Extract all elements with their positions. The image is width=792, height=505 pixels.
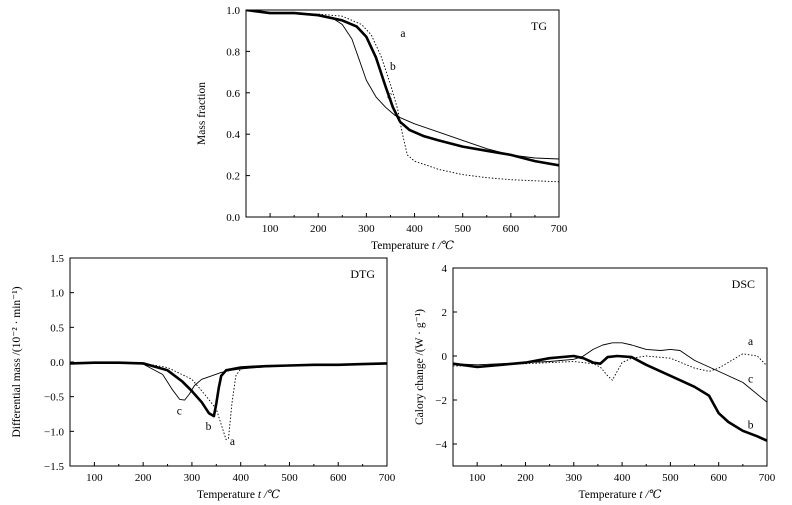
- tg-x-tick-label: 500: [454, 223, 471, 235]
- dtg-series-a-line: [70, 362, 387, 441]
- dtg-series-c-line: [70, 362, 387, 401]
- dsc-x-tick-label: 100: [469, 472, 486, 484]
- dtg-y-axis-title: Differential mass /(10⁻² · min⁻¹): [11, 286, 23, 437]
- dsc-x-tick-label: 300: [566, 472, 583, 484]
- dtg-y-tick-label: −1.0: [44, 426, 64, 438]
- dtg-x-tick-label: 300: [184, 472, 201, 484]
- dtg-curve-label-a: a: [230, 436, 235, 448]
- tg-x-tick-label: 300: [358, 223, 375, 235]
- dsc-series-b-line: [453, 354, 767, 442]
- dsc-y-tick-label: −4: [435, 439, 447, 451]
- tg-panel-label: TG: [531, 19, 547, 33]
- tg-y-tick-label: 0.0: [226, 212, 240, 224]
- dsc-x-tick-label: 200: [517, 472, 534, 484]
- dsc-x-tick-label: 400: [614, 472, 631, 484]
- dsc-x-axis-title: Temperature t /℃: [579, 489, 662, 501]
- dsc-curve-label-b: b: [748, 420, 754, 432]
- tg-y-tick-label: 1.0: [226, 5, 240, 17]
- dtg-curve-label-b: b: [206, 421, 212, 433]
- dsc-panel: 100 200 300 400 500 600 700 −4 −2 0 2 4 Temperature …: [414, 263, 776, 501]
- tg-x-tick-label: 700: [551, 223, 568, 235]
- dtg-panel-label: DTG: [350, 267, 375, 281]
- tg-x-axis-title: Temperature t /℃: [371, 240, 454, 252]
- dtg-y-tick-label: −0.5: [44, 392, 64, 404]
- tg-y-tick-label: 0.6: [226, 88, 240, 100]
- dsc-plot-frame: [452, 267, 768, 467]
- dsc-series-a-line: [453, 353, 767, 381]
- dsc-series-c-line: [453, 342, 767, 403]
- dsc-y-tick-label: 2: [442, 307, 448, 319]
- dtg-y-tick-label: 0.0: [50, 357, 64, 369]
- dtg-y-tick-label: −1.5: [44, 461, 64, 473]
- dtg-curve-label-c: c: [177, 406, 182, 418]
- tg-x-tick-label: 600: [503, 223, 520, 235]
- dtg-panel: 100 200 300 400 500 600 700 −1.5 −1.0 −0.5 0.0 0.5 1…: [11, 253, 396, 501]
- dsc-y-axis-title: Calory change /(W · g⁻¹): [414, 309, 426, 425]
- tg-y-tick-label: 0.8: [226, 46, 240, 58]
- dtg-x-tick-label: 500: [281, 472, 298, 484]
- dsc-y-tick-label: 4: [442, 263, 448, 275]
- dtg-y-tick-label: 1.0: [50, 288, 64, 300]
- tg-y-tick-label: 0.2: [226, 171, 240, 183]
- dsc-curve-label-c: c: [748, 373, 753, 385]
- dtg-x-axis-symbol: t /℃: [258, 489, 280, 501]
- tg-y-tick-label: 0.4: [226, 129, 240, 141]
- tg-curve-label-b: b: [390, 61, 396, 73]
- tg-plot-frame: [245, 9, 560, 218]
- dsc-y-tick-label: 0: [442, 351, 448, 363]
- dsc-panel-label: DSC: [732, 277, 755, 291]
- tg-curve-label-c: c: [387, 90, 392, 102]
- dtg-y-tick-label: 0.5: [50, 322, 64, 334]
- tg-x-tick-label: 200: [310, 223, 327, 235]
- tg-series-c-line: [246, 10, 559, 160]
- dsc-x-axis-symbol: t /℃: [639, 489, 661, 501]
- dsc-x-tick-label: 600: [710, 472, 727, 484]
- dsc-y-tick-label: −2: [435, 395, 447, 407]
- dsc-x-tick-label: 500: [662, 472, 679, 484]
- dtg-y-tick-label: 1.5: [50, 253, 64, 265]
- dtg-x-tick-label: 400: [232, 472, 249, 484]
- dtg-x-tick-label: 100: [86, 472, 103, 484]
- tg-y-axis-title: Mass fraction: [196, 82, 208, 145]
- tg-x-tick-label: 100: [262, 223, 279, 235]
- dsc-curve-label-a: a: [748, 336, 753, 348]
- tg-curve-label-a: a: [400, 28, 405, 40]
- dsc-x-tick-label: 700: [759, 472, 776, 484]
- dtg-x-tick-label: 600: [330, 472, 347, 484]
- dtg-x-tick-label: 200: [135, 472, 152, 484]
- tg-x-axis-symbol: t /℃: [432, 240, 454, 252]
- tg-x-tick-label: 400: [406, 223, 423, 235]
- tg-panel: 100 200 300 400 500 600 700 0.0 0.2 0.4 0.6 0.8 1.0 T…: [196, 5, 568, 252]
- dtg-x-tick-label: 700: [379, 472, 396, 484]
- dtg-x-axis-title: Temperature t /℃: [197, 489, 280, 501]
